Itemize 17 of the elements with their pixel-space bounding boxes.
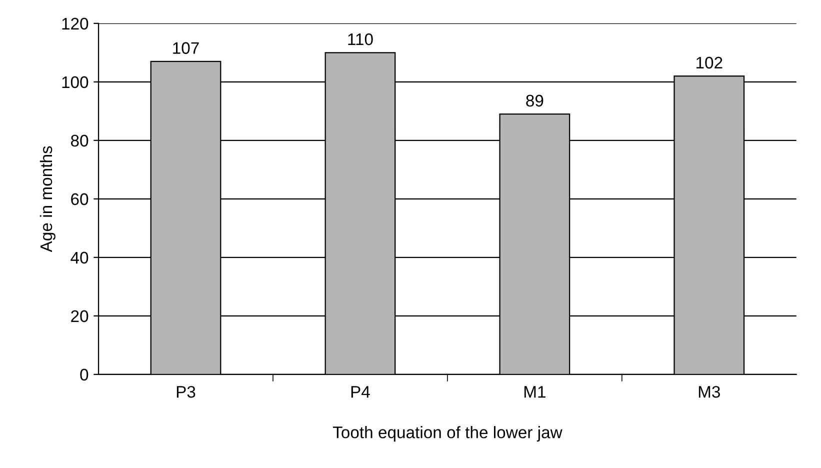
y-tick-label: 40 [70,252,88,264]
x-axis-title: Tooth equation of the lower jaw [332,426,562,442]
x-tick-label: P4 [351,386,370,398]
y-tick-label: 60 [71,193,88,206]
y-tick-label: 0 [80,368,88,381]
data-label: 102 [696,56,722,69]
x-tick-label: M1 [524,386,546,398]
y-tick-label: 80 [70,134,88,147]
data-label: 107 [173,42,199,54]
y-tick-label: 100 [62,76,88,88]
data-label: 110 [348,33,373,46]
x-tick-label: M3 [698,386,720,398]
x-tick-label: P3 [176,386,196,398]
data-label: 89 [526,94,544,107]
y-axis-title: Age in months [40,146,56,252]
y-tick-label: 120 [62,18,88,30]
y-tick-label: 20 [71,310,88,322]
